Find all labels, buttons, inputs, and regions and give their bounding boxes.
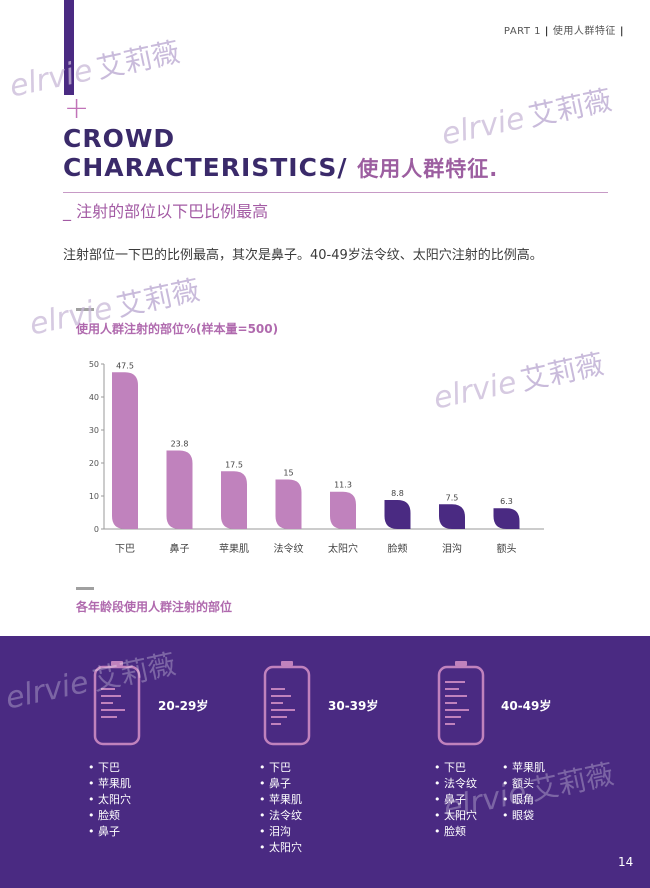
data-label: 17.5 xyxy=(225,460,243,469)
list-item: 苹果肌 xyxy=(502,760,545,776)
x-tick-label: 额头 xyxy=(497,542,517,555)
page-number: 14 xyxy=(618,855,634,869)
watermark-logo: elrvie 艾莉薇 xyxy=(438,83,615,153)
data-label: 6.3 xyxy=(500,497,513,506)
section-title-dash xyxy=(76,587,94,590)
bar xyxy=(275,479,302,529)
data-label: 11.3 xyxy=(334,481,352,490)
bar xyxy=(166,450,193,529)
data-label: 23.8 xyxy=(171,439,189,448)
list-item: 下巴 xyxy=(434,760,477,776)
y-tick-label: 30 xyxy=(89,426,99,435)
x-tick-label: 苹果肌 xyxy=(219,542,249,555)
data-label: 7.5 xyxy=(446,493,459,502)
x-tick-label: 鼻子 xyxy=(170,542,190,555)
battery-icon xyxy=(263,661,311,746)
bar-chart: 0 10 20 30 40 50 47.5 下巴 23.8 鼻子 17.5 苹果肌 15 法令纹 11.3 太… xyxy=(89,360,544,555)
list-item: 法令纹 xyxy=(434,776,477,792)
list-item: 脸颊 xyxy=(434,824,477,840)
plus-icon: + xyxy=(64,91,90,126)
section-title: 各年龄段使用人群注射的部位 xyxy=(76,600,233,614)
age-label: 40-49岁 xyxy=(501,699,552,713)
bar xyxy=(330,491,356,529)
list-item: 苹果肌 xyxy=(259,792,302,808)
list-item: 脸颊 xyxy=(88,808,131,824)
x-tick-label: 太阳穴 xyxy=(328,542,358,555)
battery-icon xyxy=(93,661,141,746)
list-item: 苹果肌 xyxy=(88,776,131,792)
bar xyxy=(221,471,247,529)
x-tick-label: 脸颊 xyxy=(388,542,408,555)
y-tick-label: 0 xyxy=(94,525,99,534)
y-tick-label: 20 xyxy=(89,459,99,468)
data-label: 8.8 xyxy=(391,489,404,498)
battery-icon xyxy=(437,661,485,746)
chart-title: 使用人群注射的部位%(样本量=500) xyxy=(76,322,279,336)
x-tick-label: 泪沟 xyxy=(442,542,462,555)
age-label: 30-39岁 xyxy=(328,699,379,713)
list-item: 鼻子 xyxy=(88,824,131,840)
list-item: 下巴 xyxy=(259,760,302,776)
list-item: 下巴 xyxy=(88,760,131,776)
list-item: 法令纹 xyxy=(259,808,302,824)
page-title-cn: 使用人群特征. xyxy=(357,157,499,181)
y-tick-label: 40 xyxy=(89,393,99,402)
chart-title-dash xyxy=(76,308,94,311)
y-tick-label: 50 xyxy=(89,360,99,369)
top-accent-bar xyxy=(64,0,74,95)
bar xyxy=(493,508,520,529)
part-label: PART 1 | 使用人群特征 | xyxy=(503,26,624,37)
list-item: 眼角 xyxy=(502,792,545,808)
age-label: 20-29岁 xyxy=(158,699,209,713)
page-title-line2: CHARACTERISTICS/ 使用人群特征. xyxy=(63,153,498,183)
subtitle-divider xyxy=(63,192,608,193)
bar xyxy=(439,504,465,529)
y-tick-label: 10 xyxy=(89,492,99,501)
x-tick-label: 下巴 xyxy=(115,543,135,555)
page-title-en: CHARACTERISTICS/ xyxy=(63,153,348,182)
age-40-49-list: 下巴 法令纹 鼻子 太阳穴 脸颊 xyxy=(434,760,477,840)
subtitle: _ 注射的部位以下巴比例最高 xyxy=(63,202,269,221)
list-item: 太阳穴 xyxy=(88,792,131,808)
part-number: PART 1 xyxy=(503,26,542,37)
list-item: 太阳穴 xyxy=(259,840,302,856)
data-label: 15 xyxy=(283,469,293,478)
list-item: 泪沟 xyxy=(259,824,302,840)
list-item: 太阳穴 xyxy=(434,808,477,824)
list-item: 鼻子 xyxy=(434,792,477,808)
list-item: 鼻子 xyxy=(259,776,302,792)
data-label: 47.5 xyxy=(116,361,134,370)
bar xyxy=(112,372,138,529)
x-tick-label: 法令纹 xyxy=(274,542,304,555)
list-item: 眼袋 xyxy=(502,808,545,824)
age-30-39-list: 下巴 鼻子 苹果肌 法令纹 泪沟 太阳穴 xyxy=(259,760,302,856)
age-40-49-list-2: 苹果肌 额头 眼角 眼袋 xyxy=(502,760,545,824)
body-text: 注射部位一下巴的比例最高，其次是鼻子。40-49岁法令纹、太阳穴注射的比例高。 xyxy=(63,248,543,263)
age-20-29-list: 下巴 苹果肌 太阳穴 脸颊 鼻子 xyxy=(88,760,131,840)
page-title-line1: CROWD xyxy=(63,124,176,153)
bar xyxy=(384,499,411,529)
list-item: 额头 xyxy=(502,776,545,792)
watermark-logo: elrvie 艾莉薇 xyxy=(6,35,183,105)
part-section: 使用人群特征 xyxy=(552,26,616,37)
